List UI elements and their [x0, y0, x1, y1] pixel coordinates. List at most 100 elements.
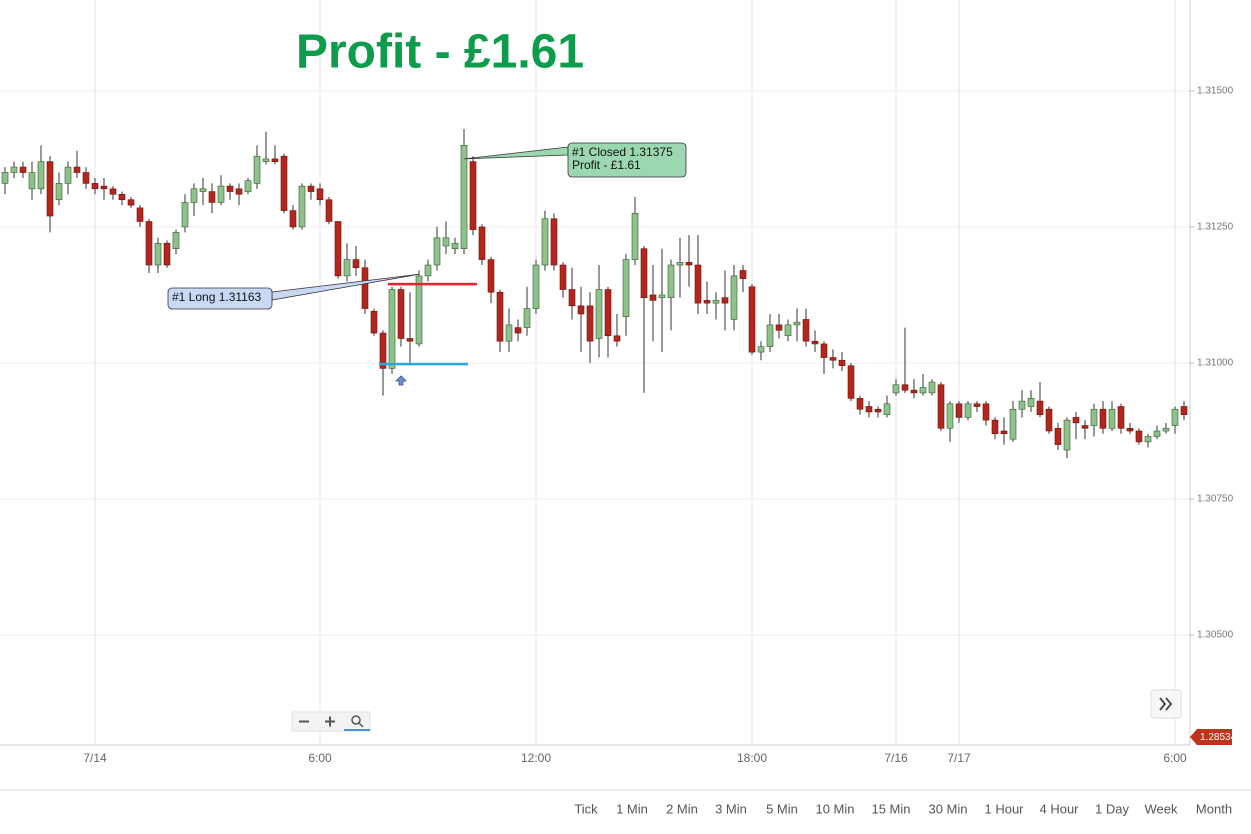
timeframe-button[interactable]: 1 Day: [1095, 801, 1129, 816]
candle-body: [1027, 398, 1035, 407]
candle-body: [514, 327, 522, 334]
timeframe-button[interactable]: Month: [1196, 801, 1232, 816]
y-tick-label: 1.30500: [1197, 630, 1234, 641]
timeframe-button[interactable]: 1 Min: [616, 801, 648, 816]
y-tick-label: 1.31000: [1197, 358, 1234, 369]
candle-body: [64, 166, 72, 184]
candle-body: [208, 191, 216, 203]
candle-body: [775, 324, 783, 331]
candle-body: [811, 340, 819, 345]
candle-body: [1018, 400, 1026, 410]
candle-body: [1126, 427, 1134, 432]
candle-body: [271, 158, 279, 162]
candle-body: [226, 185, 234, 192]
timeframe-button[interactable]: 15 Min: [871, 801, 910, 816]
candle-body: [1009, 408, 1017, 440]
candle-body: [1153, 430, 1161, 437]
callout-box: [167, 287, 273, 310]
candle-body: [694, 264, 702, 304]
candle-body: [784, 324, 792, 337]
price-tag-label: 1.28534: [1200, 732, 1237, 743]
candle-body: [739, 270, 747, 279]
candle-body: [505, 324, 513, 342]
candle-body: [478, 226, 486, 260]
candle-body: [712, 300, 720, 304]
candle-body: [253, 155, 261, 184]
timeframe-button[interactable]: 1 Hour: [984, 801, 1024, 816]
candle-body: [1, 172, 9, 184]
timeframe-button[interactable]: 3 Min: [715, 801, 747, 816]
candle-body: [433, 237, 441, 266]
candle-body: [235, 188, 243, 195]
timeframe-button[interactable]: 30 Min: [928, 801, 967, 816]
candle-body: [550, 218, 558, 266]
callout-text: Profit - £1.61: [572, 158, 641, 172]
candle-body: [1135, 430, 1143, 443]
callout-box: [567, 142, 687, 178]
candle-body: [577, 305, 585, 315]
candle-body: [1180, 406, 1188, 415]
candle-body: [1072, 417, 1080, 424]
candle-body: [352, 259, 360, 269]
timeframe-button[interactable]: 4 Hour: [1039, 801, 1079, 816]
candle-body: [883, 403, 891, 415]
candle-body: [280, 155, 288, 211]
y-tick-label: 1.31250: [1197, 222, 1234, 233]
candle-body: [451, 242, 459, 249]
candle-body: [1117, 406, 1125, 429]
candle-body: [829, 357, 837, 361]
candle-body: [127, 199, 135, 206]
candle-body: [19, 166, 27, 173]
scroll-icon: [1159, 697, 1173, 711]
candle-body: [487, 259, 495, 293]
candle-body: [343, 259, 351, 277]
candle-body: [991, 419, 999, 435]
candle-body: [244, 180, 252, 192]
candle-body: [874, 408, 882, 413]
candle-body: [559, 264, 567, 290]
zoom-in[interactable]: [325, 716, 335, 727]
candle-body: [55, 183, 63, 201]
timeframe-button[interactable]: Week: [1145, 801, 1178, 816]
candle-body: [118, 193, 126, 201]
candle-body: [1063, 419, 1071, 451]
candle-body: [109, 188, 117, 195]
candle-body: [46, 161, 54, 217]
candle-body: [838, 359, 846, 366]
candle-body: [469, 161, 477, 230]
scroll-button[interactable]: [1150, 689, 1182, 719]
candle-body: [703, 300, 711, 304]
y-tick-label: 1.30750: [1197, 494, 1234, 505]
candle-body: [622, 259, 630, 318]
candle-body: [289, 210, 297, 228]
zoom-reset[interactable]: [351, 715, 361, 725]
candle-body: [199, 188, 207, 192]
candle-body: [397, 289, 405, 339]
candle-body: [10, 166, 18, 173]
candle-body: [262, 158, 270, 162]
timeframe-button[interactable]: 5 Min: [766, 801, 798, 816]
candle-body: [982, 403, 990, 421]
candle-body: [1045, 408, 1053, 432]
candle-body: [595, 289, 603, 339]
candle-body: [946, 403, 954, 429]
candle-body: [748, 286, 756, 353]
timeframe-button[interactable]: 2 Min: [666, 801, 698, 816]
candle-body: [802, 319, 810, 342]
timeframe-button[interactable]: 10 Min: [815, 801, 854, 816]
candle-body: [640, 248, 648, 298]
candle-body: [973, 403, 981, 407]
grid: [0, 0, 1194, 745]
candle-body: [685, 262, 693, 266]
timeframe-button[interactable]: Tick: [574, 801, 598, 816]
candle-body: [1036, 400, 1044, 415]
x-tick-label: 6:00: [1163, 751, 1187, 765]
candle-body: [667, 264, 675, 298]
candle-body: [649, 294, 657, 301]
candle-body: [37, 161, 45, 190]
candle-body: [937, 384, 945, 429]
zoom-reset-handle: [358, 722, 364, 728]
